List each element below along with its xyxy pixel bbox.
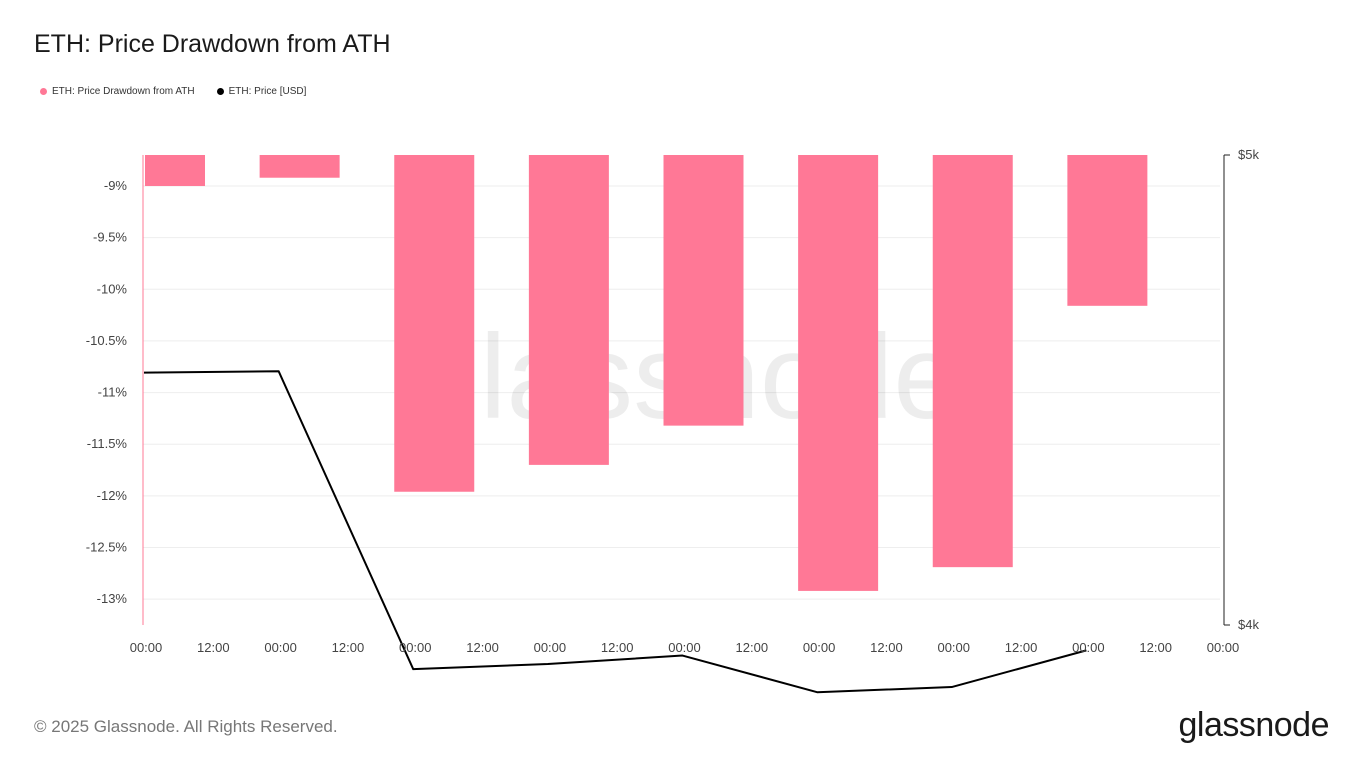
legend-dot-price [216, 88, 224, 95]
y-right-tick-label: $5k [1238, 147, 1259, 162]
gridlines [143, 185, 1220, 600]
legend-label-drawdown: ETH: Price Drawdown from ATH [52, 86, 195, 97]
y-left-tick-label: -12% [97, 488, 128, 503]
drawdown-bar [798, 155, 879, 591]
price-line [143, 370, 1087, 694]
legend: ETH: Price Drawdown from ATH ETH: Price … [40, 86, 306, 97]
x-tick-label: 00:00 [534, 640, 567, 655]
bar-series [145, 155, 1148, 591]
x-tick-label: 00:00 [399, 640, 432, 655]
y-left-tick-label: -11.5% [87, 436, 128, 451]
y-left-tick-label: -10% [97, 281, 128, 296]
y-left-tick-label: -9% [104, 178, 128, 193]
drawdown-bar [394, 155, 475, 492]
y-left-tick-label: -10.5% [86, 333, 128, 348]
y-left-tick-label: -12.5% [86, 540, 128, 555]
x-tick-label: 12:00 [466, 640, 499, 655]
glassnode-logo: glassnode [1178, 706, 1329, 744]
legend-dot-drawdown [40, 88, 47, 95]
x-tick-label: 12:00 [870, 640, 903, 655]
x-tick-label: 00:00 [1072, 640, 1105, 655]
x-tick-label: 12:00 [1139, 640, 1172, 655]
x-tick-label: 00:00 [130, 640, 163, 655]
y-right-tick-label: $4k [1238, 617, 1259, 632]
x-tick-label: 00:00 [668, 640, 701, 655]
drawdown-bar [528, 155, 609, 465]
legend-label-price: ETH: Price [USD] [228, 86, 307, 97]
drawdown-bar [663, 155, 744, 426]
x-tick-label: 00:00 [264, 640, 297, 655]
chart-area: glassnode -9%-9.5%-10%-10.5%-11%-11.5%-1… [86, 147, 1260, 694]
x-tick-label: 12:00 [601, 640, 634, 655]
y-left-tick-label: -13% [97, 591, 128, 606]
x-tick-label: 00:00 [803, 640, 836, 655]
x-tick-label: 12:00 [197, 640, 230, 655]
y-left-tick-label: -9.5% [93, 230, 127, 245]
drawdown-bar [932, 155, 1013, 568]
drawdown-bar [259, 155, 340, 178]
drawdown-bar [1067, 155, 1148, 306]
line-series [143, 370, 1087, 694]
drawdown-bar [145, 155, 205, 186]
x-tick-label: 00:00 [1207, 640, 1240, 655]
axes: -9% -9.5% -10% -10.5% -11% -11.5% -12% -12.5% -1… [86, 147, 1260, 655]
x-tick-label: 12:00 [736, 640, 769, 655]
y-left-tick-label: -11% [98, 385, 128, 400]
legend-item-drawdown[interactable]: ETH: Price Drawdown from ATH [40, 86, 195, 97]
chart-title: ETH: Price Drawdown from ATH [34, 30, 391, 58]
legend-item-price[interactable]: ETH: Price [USD] [216, 86, 307, 97]
copyright-text: © 2025 Glassnode. All Rights Reserved. [34, 717, 338, 736]
x-tick-label: 12:00 [1005, 640, 1038, 655]
x-tick-label: 12:00 [332, 640, 365, 655]
x-tick-label: 00:00 [937, 640, 970, 655]
